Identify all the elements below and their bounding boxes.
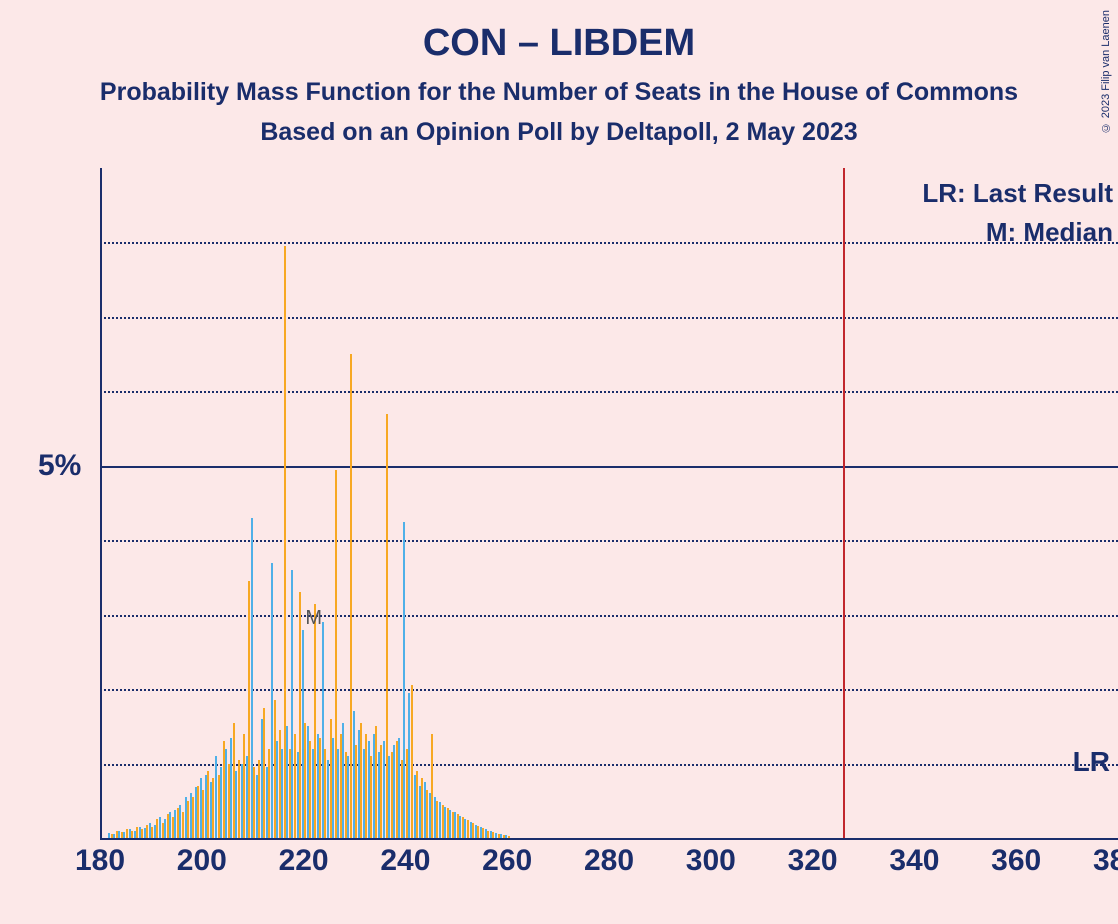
- median-marker: M: [305, 607, 322, 630]
- bar-orange: [508, 836, 510, 838]
- x-tick-label: 280: [584, 844, 634, 878]
- legend: LR: Last Result M: Median: [922, 178, 1113, 248]
- gridline: [100, 391, 1118, 393]
- gridline: [100, 540, 1118, 542]
- x-tick-label: 220: [279, 844, 329, 878]
- x-tick-label: 340: [889, 844, 939, 878]
- chart-subtitle-1: Probability Mass Function for the Number…: [0, 78, 1118, 107]
- x-tick-label: 360: [991, 844, 1041, 878]
- x-tick-label: 200: [177, 844, 227, 878]
- x-tick-label: 300: [686, 844, 736, 878]
- gridline-major: [100, 466, 1118, 468]
- gridline: [100, 764, 1118, 766]
- y-tick-label: 5%: [38, 449, 81, 483]
- x-tick-label: 380: [1093, 844, 1118, 878]
- lr-line: [843, 168, 845, 838]
- legend-lr: LR: Last Result: [922, 178, 1113, 209]
- x-tick-label: 180: [75, 844, 125, 878]
- x-tick-label: 320: [788, 844, 838, 878]
- chart-subtitle-2: Based on an Opinion Poll by Deltapoll, 2…: [0, 118, 1118, 147]
- gridline: [100, 615, 1118, 617]
- x-axis: [100, 838, 1118, 840]
- gridline: [100, 317, 1118, 319]
- lr-inline-label: LR: [1073, 746, 1110, 778]
- x-tick-label: 240: [380, 844, 430, 878]
- y-axis: [100, 168, 102, 838]
- chart-title: CON – LIBDEM: [0, 22, 1118, 65]
- gridline: [100, 242, 1118, 244]
- gridline: [100, 689, 1118, 691]
- plot-area: LR: Last Result M: Median LR 18020022024…: [100, 168, 1118, 838]
- copyright-text: © 2023 Filip van Laenen: [1100, 10, 1112, 133]
- x-tick-label: 260: [482, 844, 532, 878]
